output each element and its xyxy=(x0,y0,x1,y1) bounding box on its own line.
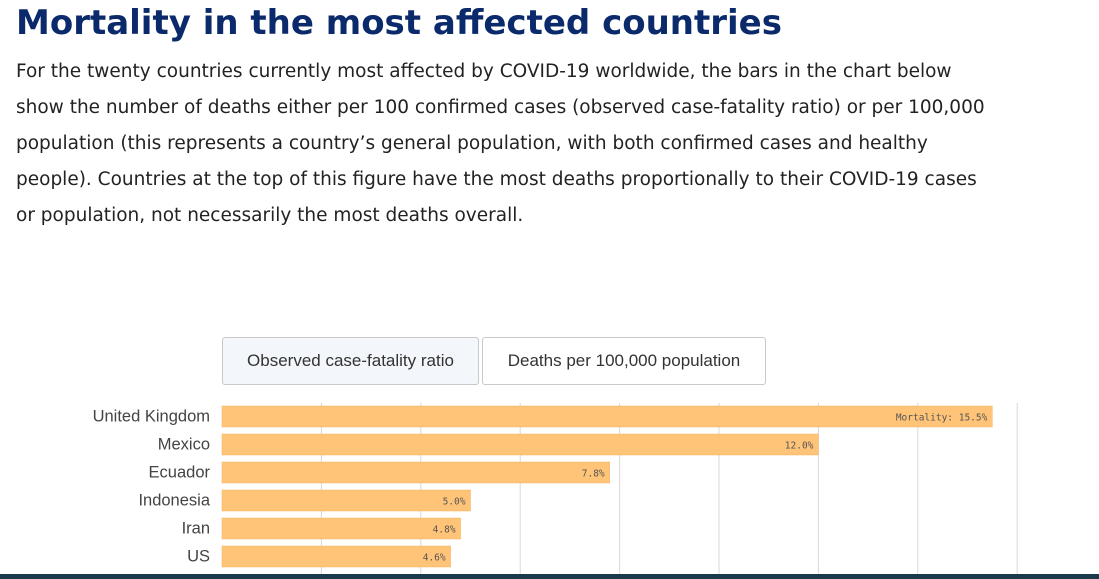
intro-paragraph: For the twenty countries currently most … xyxy=(16,61,985,226)
bar-value-label: 4.6% xyxy=(423,553,446,564)
bar-value-label: 12.0% xyxy=(785,441,814,452)
page-title: Mortality in the most affected countries xyxy=(16,3,782,43)
bar-value-label: 7.8% xyxy=(582,469,605,480)
bottom-divider xyxy=(0,574,1099,579)
mortality-bar-chart: United Kingdom Mortality: 15.5% Mexico 12.0… xyxy=(93,403,1018,574)
bar-value-label: 5.0% xyxy=(443,497,466,508)
bar[interactable] xyxy=(221,405,993,428)
category-label: US xyxy=(187,548,210,566)
bar-value-label: Mortality: 15.5% xyxy=(896,413,988,424)
tab-deaths-per-100000[interactable]: Deaths per 100,000 population xyxy=(482,337,766,385)
category-label: United Kingdom xyxy=(93,408,210,426)
bar[interactable] xyxy=(221,489,471,512)
bar-value-label: 4.8% xyxy=(433,525,456,536)
tab-case-fatality-ratio[interactable]: Observed case-fatality ratio xyxy=(222,337,479,385)
bar[interactable] xyxy=(221,545,451,568)
bar[interactable] xyxy=(221,517,461,540)
category-label: Iran xyxy=(182,520,210,538)
category-label: Indonesia xyxy=(138,492,210,510)
category-label: Ecuador xyxy=(149,464,211,482)
bar[interactable] xyxy=(221,433,819,456)
bar[interactable] xyxy=(221,461,610,484)
category-label: Mexico xyxy=(158,436,210,454)
